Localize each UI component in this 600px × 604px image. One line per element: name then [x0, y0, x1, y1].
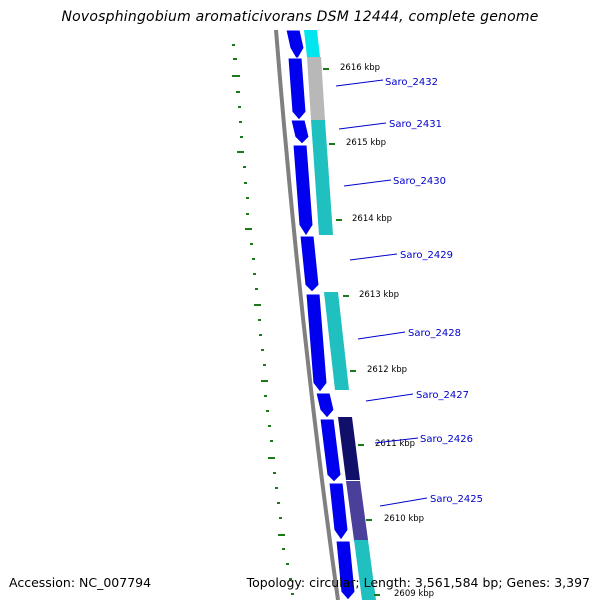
gene-leader-line [365, 393, 414, 402]
gc-mark [278, 534, 285, 536]
gc-skew-track [232, 44, 294, 595]
gc-mark [237, 151, 244, 153]
cds-arrow [305, 293, 328, 393]
gc-mark [279, 517, 282, 519]
gc-mark [240, 136, 243, 138]
gc-mark [286, 563, 289, 565]
gene-leader-line [357, 331, 406, 340]
cds-arrow [328, 482, 349, 541]
gc-mark [259, 334, 262, 336]
gc-mark [252, 258, 255, 260]
gene-leader-line [379, 497, 428, 507]
feature-block-gray [307, 57, 325, 120]
gene-leader-line [343, 179, 392, 187]
gene-leader-line [374, 437, 419, 444]
gc-mark [236, 91, 240, 93]
cds-arrow [315, 392, 335, 419]
gc-mark [232, 44, 235, 46]
kbp-tick-mark [374, 594, 380, 596]
cds-arrow [319, 418, 342, 483]
gc-mark [244, 182, 247, 184]
cds-arrow [285, 29, 305, 61]
cds-arrow [290, 119, 310, 145]
kbp-tick-label: 2610 kbp [384, 514, 424, 524]
kbp-tick-mark [358, 444, 364, 446]
gc-mark [270, 440, 273, 442]
kbp-tick-label: 2609 kbp [394, 589, 434, 599]
gene-label[interactable]: Saro_2429 [400, 250, 453, 261]
gene-labels: Saro_2432 Saro_2431 Saro_2430 Saro_2429 Saro… [335, 77, 483, 507]
gc-mark [258, 319, 261, 321]
gc-mark [261, 380, 268, 382]
feature-block-cyan-2 [324, 292, 349, 390]
gc-mark [232, 75, 240, 77]
gene-leader-line [338, 122, 387, 130]
gc-mark [250, 243, 253, 245]
gene-leader-line [349, 253, 398, 261]
kbp-ticks: 2616 kbp 2615 kbp 2614 kbp 2613 kbp 2612 kbp… [323, 63, 434, 599]
gc-mark [254, 304, 261, 306]
feature-block-navy [338, 417, 360, 480]
gc-mark [263, 364, 266, 366]
feature-block-cyan-1 [311, 120, 333, 235]
cds-arrow [287, 57, 307, 121]
gc-mark [238, 106, 241, 108]
gc-mark [255, 288, 258, 290]
feature-ring-outer [304, 30, 376, 600]
topology-stats-text: Topology: circular; Length: 3,561,584 bp… [246, 575, 590, 590]
gene-label[interactable]: Saro_2432 [385, 77, 438, 88]
gene-leader-line [335, 79, 384, 87]
gc-mark [246, 213, 249, 215]
gc-mark [245, 228, 252, 230]
gene-label[interactable]: Saro_2425 [430, 494, 483, 505]
gene-label[interactable]: Saro_2428 [408, 328, 461, 339]
accession-text: Accession: NC_007794 [9, 575, 152, 590]
gc-mark [268, 425, 271, 427]
gene-label[interactable]: Saro_2430 [393, 176, 446, 187]
feature-block-cyan-3 [354, 540, 376, 600]
backbone-arc [274, 29, 340, 601]
cds-arrow [299, 235, 320, 293]
gc-mark [264, 395, 267, 397]
map-title: Novosphingobium aromaticivorans DSM 1244… [61, 9, 539, 25]
kbp-tick-mark [366, 519, 372, 521]
gc-mark [266, 410, 269, 412]
kbp-tick-mark [350, 370, 356, 372]
gene-label[interactable]: Saro_2431 [389, 119, 442, 130]
feature-block-slate [346, 481, 368, 540]
gc-mark [291, 593, 294, 595]
gc-mark [253, 273, 256, 275]
gc-mark [289, 578, 292, 580]
cds-arrow [292, 144, 314, 237]
gc-mark [273, 472, 276, 474]
gc-mark [243, 166, 246, 168]
kbp-tick-label: 2613 kbp [359, 290, 399, 300]
kbp-tick-label: 2614 kbp [352, 214, 392, 224]
kbp-tick-label: 2615 kbp [346, 138, 386, 148]
gc-mark [261, 349, 264, 351]
gc-mark [233, 58, 237, 60]
gc-mark [268, 457, 275, 459]
cds-arrow [335, 540, 356, 601]
gc-mark [275, 487, 278, 489]
kbp-tick-label: 2612 kbp [367, 365, 407, 375]
gc-mark [239, 121, 242, 123]
kbp-tick-mark [336, 219, 342, 221]
gene-label[interactable]: Saro_2427 [416, 390, 469, 401]
kbp-tick-label: 2611 kbp [375, 439, 415, 449]
kbp-tick-mark [343, 295, 349, 297]
gc-mark [282, 548, 285, 550]
feature-block-cyan-top [304, 30, 320, 57]
gc-mark [277, 502, 280, 504]
gene-label[interactable]: Saro_2426 [420, 434, 473, 445]
gc-mark [246, 197, 249, 199]
cds-forward-track [285, 29, 356, 601]
kbp-tick-mark [323, 68, 329, 70]
kbp-tick-mark [329, 143, 335, 145]
kbp-tick-label: 2616 kbp [340, 63, 380, 73]
